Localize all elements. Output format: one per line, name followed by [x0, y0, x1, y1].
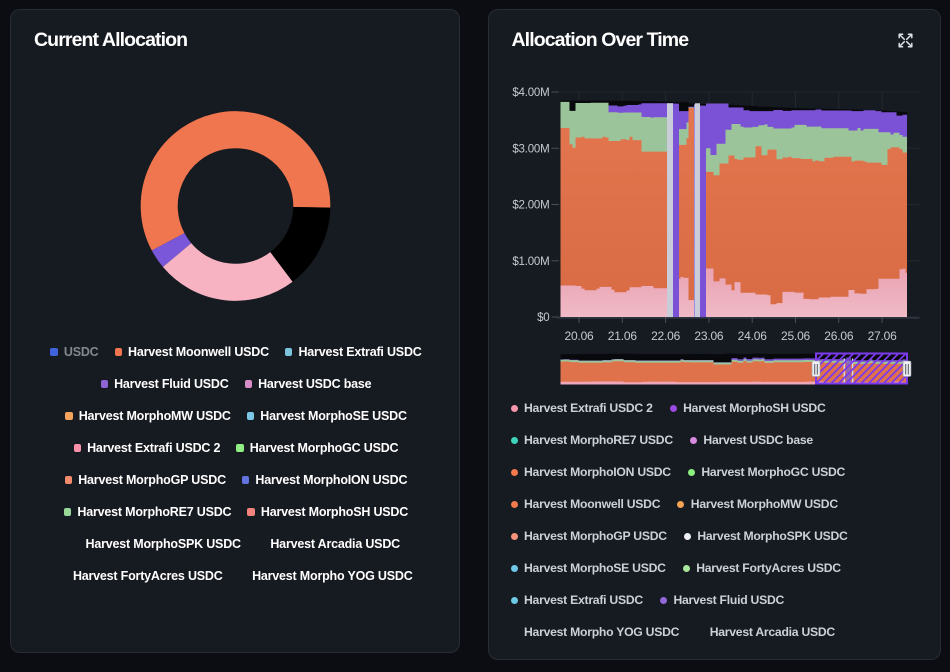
- svg-text:20.06: 20.06: [564, 329, 594, 343]
- svg-text:$4.00M: $4.00M: [512, 87, 549, 99]
- svg-text:24.06: 24.06: [737, 329, 767, 343]
- svg-text:26.06: 26.06: [824, 329, 854, 343]
- svg-text:$1.00M: $1.00M: [512, 256, 549, 268]
- svg-text:$3.00M: $3.00M: [512, 143, 549, 155]
- svg-text:$0: $0: [537, 312, 549, 324]
- svg-text:22.06: 22.06: [651, 329, 681, 343]
- svg-text:25.06: 25.06: [780, 329, 810, 343]
- svg-text:27.06: 27.06: [867, 329, 897, 343]
- svg-text:23.06: 23.06: [694, 329, 724, 343]
- svg-text:21.06: 21.06: [607, 329, 637, 343]
- svg-text:$2.00M: $2.00M: [512, 200, 549, 212]
